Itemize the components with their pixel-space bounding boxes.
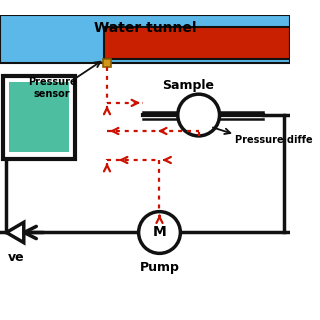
Circle shape <box>178 94 220 136</box>
Text: Pressure diffe: Pressure diffe <box>235 135 313 145</box>
Text: Sample: Sample <box>163 79 214 92</box>
Bar <box>3 76 76 158</box>
Text: Pressure
sensor: Pressure sensor <box>28 77 76 99</box>
Text: M: M <box>153 226 166 239</box>
Text: Water tunnel: Water tunnel <box>94 21 196 35</box>
Bar <box>104 27 290 59</box>
Bar <box>0 15 290 63</box>
Bar <box>103 59 111 67</box>
Bar <box>9 82 69 152</box>
Bar <box>0 15 290 63</box>
Text: Pump: Pump <box>140 261 180 275</box>
Polygon shape <box>6 222 24 243</box>
Circle shape <box>139 212 180 253</box>
Text: ve: ve <box>8 251 24 264</box>
